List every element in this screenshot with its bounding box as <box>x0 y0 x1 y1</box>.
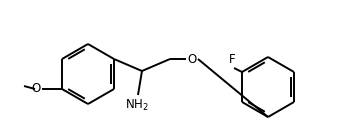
Text: O: O <box>32 83 41 95</box>
Text: NH$_2$: NH$_2$ <box>125 98 149 113</box>
Text: O: O <box>187 53 197 65</box>
Text: F: F <box>229 53 235 66</box>
